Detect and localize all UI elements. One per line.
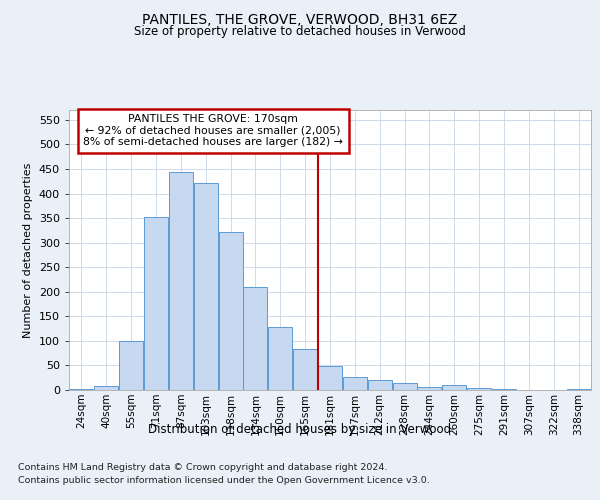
Bar xyxy=(169,172,193,390)
Bar xyxy=(318,366,342,390)
Y-axis label: Number of detached properties: Number of detached properties xyxy=(23,162,33,338)
Bar xyxy=(268,327,292,390)
Bar xyxy=(194,183,218,390)
Bar xyxy=(244,287,268,390)
Text: Size of property relative to detached houses in Verwood: Size of property relative to detached ho… xyxy=(134,25,466,38)
Bar xyxy=(70,388,94,390)
Text: PANTILES, THE GROVE, VERWOOD, BH31 6EZ: PANTILES, THE GROVE, VERWOOD, BH31 6EZ xyxy=(142,12,458,26)
Bar xyxy=(218,232,242,390)
Bar xyxy=(492,388,516,390)
Text: Distribution of detached houses by size in Verwood: Distribution of detached houses by size … xyxy=(148,422,452,436)
Bar xyxy=(392,382,416,390)
Bar xyxy=(293,349,317,390)
Bar xyxy=(442,385,466,390)
Bar xyxy=(467,388,491,390)
Bar xyxy=(94,386,118,390)
Bar xyxy=(566,389,590,390)
Text: PANTILES THE GROVE: 170sqm
← 92% of detached houses are smaller (2,005)
8% of se: PANTILES THE GROVE: 170sqm ← 92% of deta… xyxy=(83,114,343,147)
Text: Contains HM Land Registry data © Crown copyright and database right 2024.: Contains HM Land Registry data © Crown c… xyxy=(18,462,388,471)
Bar xyxy=(144,216,168,390)
Text: Contains public sector information licensed under the Open Government Licence v3: Contains public sector information licen… xyxy=(18,476,430,485)
Bar xyxy=(343,376,367,390)
Bar xyxy=(119,341,143,390)
Bar xyxy=(368,380,392,390)
Bar xyxy=(418,387,442,390)
